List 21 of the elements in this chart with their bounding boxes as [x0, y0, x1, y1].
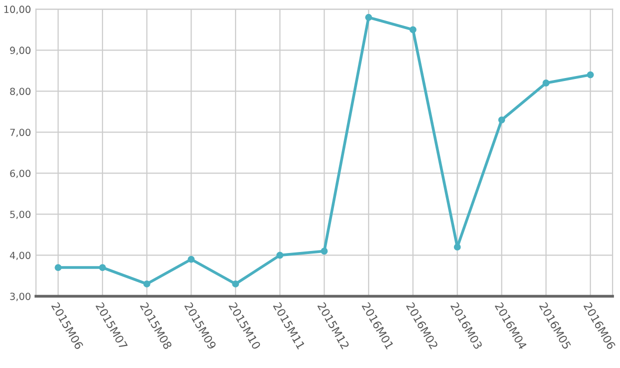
y-tick-label: 8,00: [10, 88, 30, 96]
point: [188, 256, 195, 263]
point: [232, 280, 240, 288]
point: [586, 71, 594, 78]
point: [542, 80, 550, 86]
point: [365, 14, 372, 21]
point: [409, 26, 416, 34]
point: [276, 252, 284, 259]
y-tick-label: 3,00: [10, 292, 30, 302]
y-tick-label: 4,00: [10, 252, 30, 260]
y-tick-label: 5,00: [10, 210, 30, 220]
y-tick-label: 7,00: [10, 128, 30, 138]
y-tick-label: 6,00: [10, 170, 30, 178]
point: [143, 280, 150, 288]
point: [54, 264, 62, 272]
y-tick-label: 10,00: [4, 6, 30, 14]
point: [320, 248, 328, 255]
point: [99, 264, 106, 272]
point: [498, 116, 506, 124]
y-tick-label: 9,00: [10, 46, 30, 56]
point: [454, 244, 461, 251]
